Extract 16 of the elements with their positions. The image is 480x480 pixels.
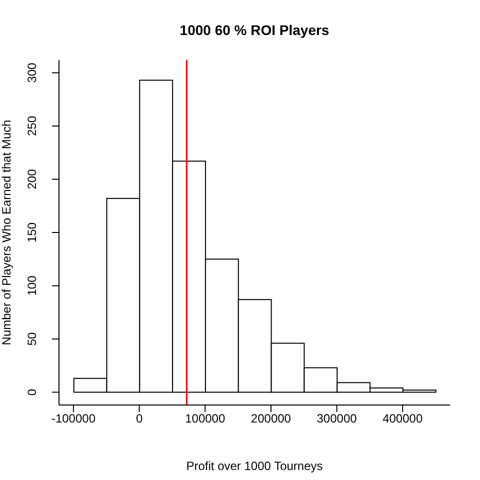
y-tick-label: 250 (25, 116, 39, 136)
x-tick-label: 100000 (185, 412, 226, 426)
chart-title: 1000 60 % ROI Players (178, 22, 330, 38)
y-tick-label: 50 (25, 332, 39, 346)
x-tick-label: 400000 (382, 412, 423, 426)
x-tick-label: -100000 (51, 412, 96, 426)
y-tick-label: 100 (25, 275, 39, 296)
x-tick-label: 0 (136, 412, 143, 426)
x-tick-label: 300000 (316, 412, 358, 426)
x-tick-label: 200000 (250, 412, 292, 426)
x-axis-title: Profit over 1000 Tourneys (186, 459, 323, 473)
y-tick-label: 150 (25, 222, 39, 243)
y-axis-title: Number of Players Who Earned that Much (0, 120, 14, 346)
y-tick-label: 300 (25, 62, 39, 83)
y-tick-label: 0 (25, 388, 39, 396)
y-tick-label: 200 (25, 168, 39, 190)
